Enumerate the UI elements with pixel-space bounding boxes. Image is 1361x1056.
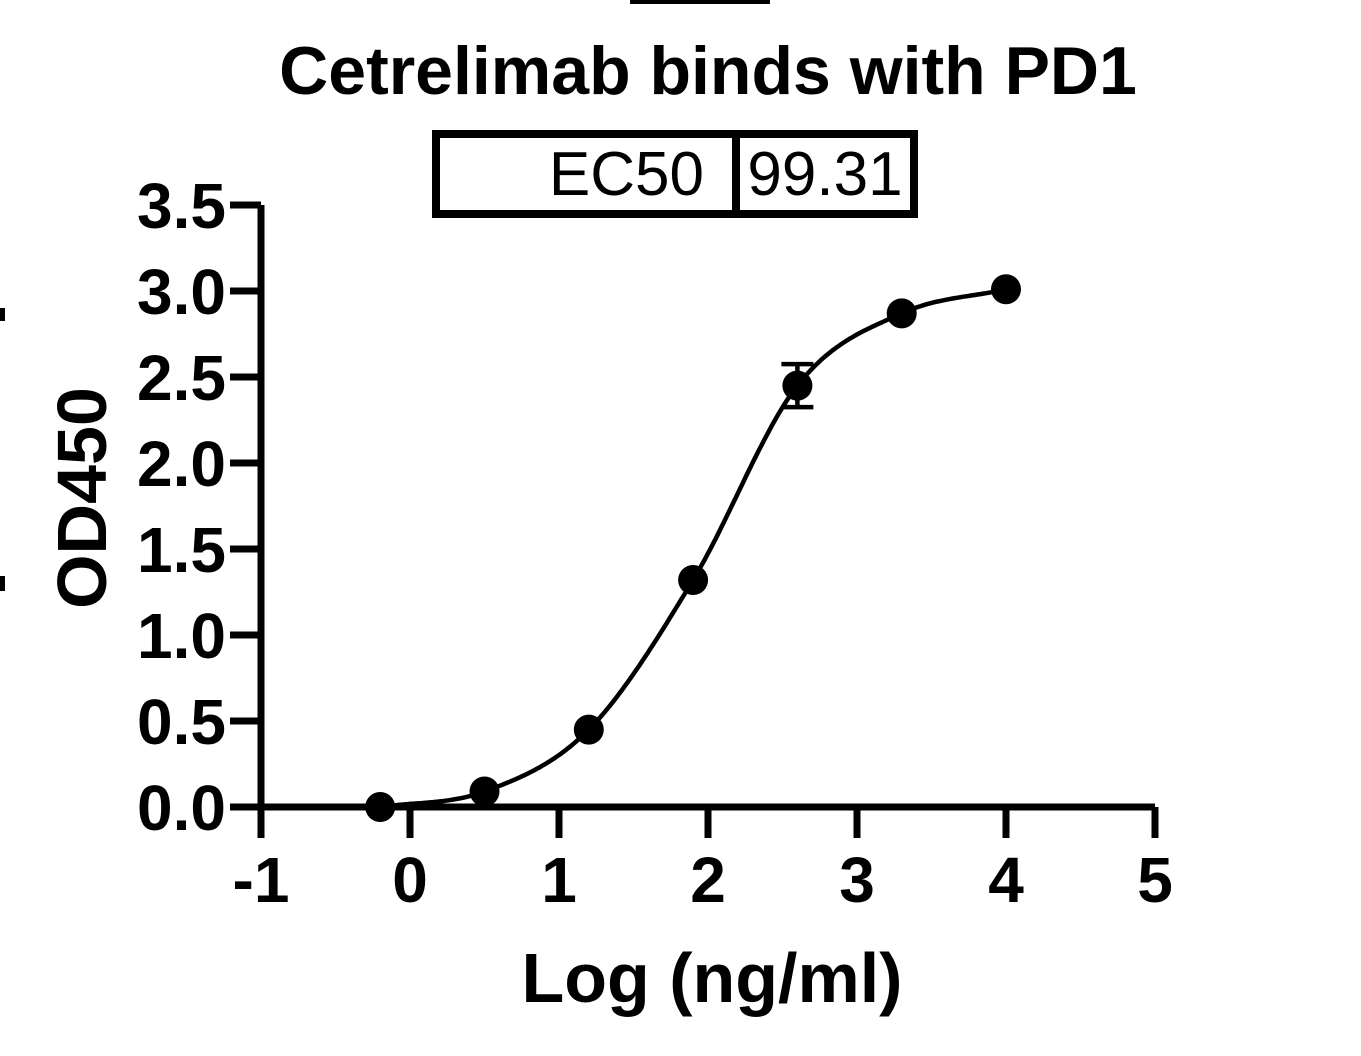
scan-artifact-left-2 bbox=[0, 576, 5, 591]
x-tick-label: -1 bbox=[233, 844, 290, 916]
data-point bbox=[678, 564, 709, 595]
ec50-label-cell: EC50 bbox=[440, 138, 740, 210]
data-points bbox=[365, 274, 1021, 822]
y-tick-label: 0.5 bbox=[137, 686, 226, 758]
data-point bbox=[365, 792, 396, 822]
x-tick-label: 1 bbox=[541, 844, 577, 916]
y-tick-label: 3.0 bbox=[137, 256, 226, 328]
x-tick-label: 5 bbox=[1137, 844, 1173, 916]
y-tick-label: 2.5 bbox=[137, 342, 226, 414]
axes bbox=[257, 205, 1155, 811]
y-tick-label: 1.5 bbox=[137, 514, 226, 586]
y-tick-label: 1.0 bbox=[137, 600, 226, 672]
x-ticks bbox=[257, 807, 1159, 838]
data-point bbox=[991, 274, 1021, 305]
y-tick-label: 3.5 bbox=[137, 170, 226, 242]
data-point bbox=[469, 776, 500, 807]
y-tick-label: 2.0 bbox=[137, 428, 226, 500]
y-ticks bbox=[230, 201, 261, 811]
x-axis-title: Log (ng/ml) bbox=[521, 939, 903, 1017]
x-tick-label: 2 bbox=[690, 844, 726, 916]
ec50-value-cell: 99.31 bbox=[747, 139, 903, 209]
x-tick-label: 3 bbox=[839, 844, 875, 916]
scan-artifact-top bbox=[630, 0, 770, 4]
x-tick-labels: -1 0 1 2 3 4 5 bbox=[233, 844, 1173, 916]
data-point bbox=[573, 714, 604, 745]
data-point bbox=[782, 370, 813, 401]
y-tick-labels: 0.0 0.5 1.0 1.5 2.0 2.5 3.0 3.5 bbox=[137, 170, 226, 844]
ec50-results-table: EC50 99.31 bbox=[432, 130, 918, 218]
scan-artifact-left-1 bbox=[0, 308, 5, 321]
data-point bbox=[886, 298, 917, 329]
fit-curve bbox=[377, 287, 1009, 810]
axis-lines bbox=[257, 205, 1155, 811]
x-tick-label: 0 bbox=[392, 844, 428, 916]
chart-title: Cetrelimab binds with PD1 bbox=[279, 33, 1137, 109]
y-tick-label: 0.0 bbox=[137, 772, 226, 844]
x-tick-label: 4 bbox=[988, 844, 1024, 916]
